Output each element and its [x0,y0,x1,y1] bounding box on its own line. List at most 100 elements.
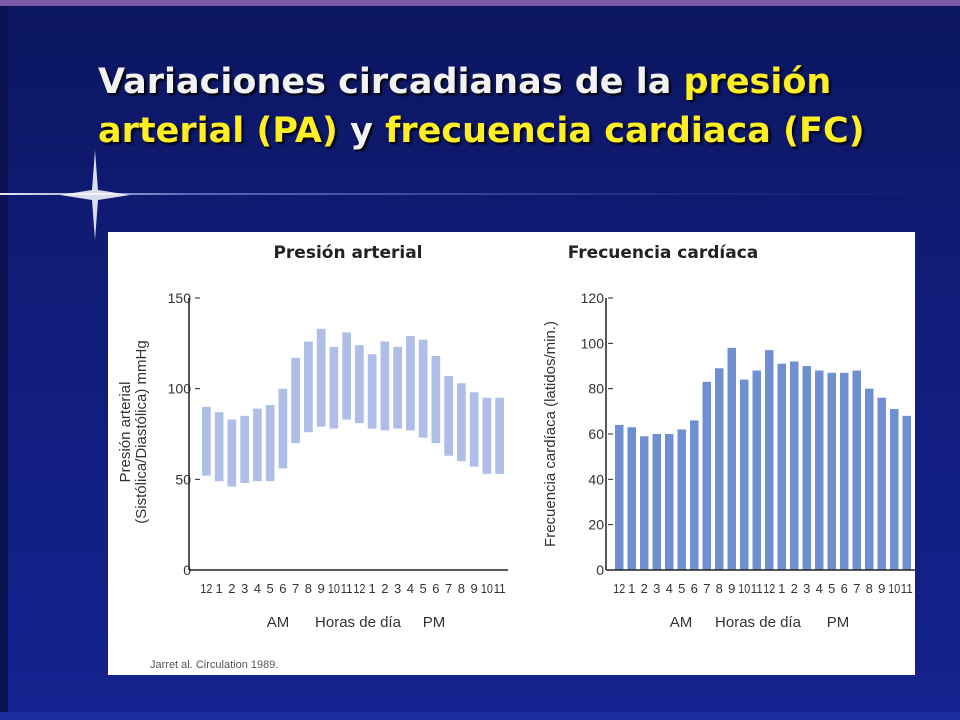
x-tick-label: 10 [481,581,493,596]
x-tick-label: 12 [353,581,365,596]
x-tick-label: 8 [458,581,465,596]
x-tick-label: 9 [471,581,478,596]
y-tick-label: 80 [588,381,604,397]
x-tick-label: 4 [407,581,414,596]
x-axis-pm-label: PM [423,614,446,631]
x-tick-label: 12 [763,581,775,596]
x-tick-label: 10 [328,581,340,596]
x-tick-label: 11 [751,581,763,596]
y-tick-label: 50 [175,471,191,487]
hr-bar [877,397,886,570]
x-tick-label: 8 [716,581,723,596]
title-text-white-2: y [337,111,386,151]
y-axis-label: Frecuencia cardíaca (latidos/min.) [542,321,559,547]
hr-bar [615,424,624,570]
y-tick-label: 100 [168,381,192,397]
bp-range-bar [291,357,300,444]
bp-range-bar [355,345,364,424]
x-tick-label: 3 [803,581,810,596]
hr-bar [665,434,674,570]
bp-range-bar [214,412,224,482]
x-axis-label: Horas de día [715,614,802,631]
x-tick-label: 11 [341,581,353,596]
bp-range-bar [342,332,351,420]
x-tick-label: 1 [628,581,635,596]
bp-range-bar [253,408,262,482]
bp-range-bar [202,406,211,476]
x-axis-tick-labels: 12 1 2 3 4 5 6 7 8 9 10 11 12 1 2 3 4 5 6 7 8 9 10 11 [200,581,505,596]
x-tick-label: 4 [254,581,261,596]
bp-range-bar [482,397,492,474]
bp-range-bar [393,346,402,429]
hr-bar [727,347,736,570]
x-tick-label: 6 [691,581,698,596]
x-tick-label: 2 [791,581,798,596]
hr-bar [677,429,686,570]
hr-bar [790,361,799,570]
bp-range-bar [431,356,441,444]
hr-bar [627,427,636,570]
bp-range-bar [380,341,390,431]
bp-range-bar [367,354,377,429]
x-tick-label: 2 [381,581,388,596]
citation: Jarret al. Circulation 1989. [150,659,279,671]
bp-range-bar [418,339,428,438]
x-tick-label: 2 [641,581,648,596]
sparkle-decoration [60,150,130,240]
x-tick-label: 11 [494,581,506,596]
bp-range-bar [265,404,275,482]
x-tick-label: 12 [200,581,212,596]
x-tick-label: 10 [888,581,900,596]
hr-bar [852,370,861,570]
hr-bar [865,388,874,570]
chart-title: Frecuencia cardíaca [568,243,759,263]
x-tick-label: 7 [853,581,860,596]
hr-bar [752,370,761,570]
hr-bar [765,350,774,570]
x-axis-tick-labels: 12 1 2 3 4 5 6 7 8 9 10 11 12 1 2 3 4 5 6 7 8 9 10 11 [613,581,912,596]
top-accent-bar [0,0,960,6]
x-axis-am-label: AM [670,614,693,631]
y-axis-label-line1: Presión arterial [117,382,134,483]
x-tick-label: 3 [653,581,660,596]
x-tick-label: 5 [828,581,835,596]
x-tick-label: 10 [738,581,750,596]
bar-series [615,347,911,570]
hr-bar [715,368,724,570]
title-divider-line [0,193,960,195]
chart-title: Presión arterial [273,243,422,263]
hr-bar [890,409,899,570]
hr-bar [902,415,911,570]
hr-bar [827,372,836,570]
hr-bar [740,379,749,570]
hr-bar [652,434,661,570]
x-tick-label: 12 [613,581,625,596]
bp-range-bar [495,397,504,474]
title-text-highlight-2: frecuencia cardiaca (FC) [385,111,865,151]
x-tick-label: 3 [394,581,401,596]
hr-bar [840,372,849,570]
hr-bar [640,436,649,570]
hr-bar [802,366,811,570]
bar-series [202,328,504,487]
x-tick-label: 9 [318,581,325,596]
bp-range-bar [227,419,237,487]
x-tick-label: 7 [292,581,299,596]
x-tick-label: 1 [369,581,376,596]
x-tick-label: 6 [432,581,439,596]
x-tick-label: 4 [816,581,823,596]
slide-title: Variaciones circadianas de la presión ar… [98,58,948,156]
x-tick-label: 3 [241,581,248,596]
x-tick-label: 2 [228,581,235,596]
x-tick-label: 9 [728,581,735,596]
x-tick-label: 1 [778,581,785,596]
bp-range-bar [304,341,313,433]
hr-bar [690,420,699,570]
y-tick-label: 40 [588,471,604,487]
x-tick-label: 8 [866,581,873,596]
chart-panel: Presión arterial 0 50 100 150 12 1 2 3 4 5 6 7 8 9 10… [108,232,915,675]
title-text-highlight-1: presión arterial (PA) [98,62,832,151]
